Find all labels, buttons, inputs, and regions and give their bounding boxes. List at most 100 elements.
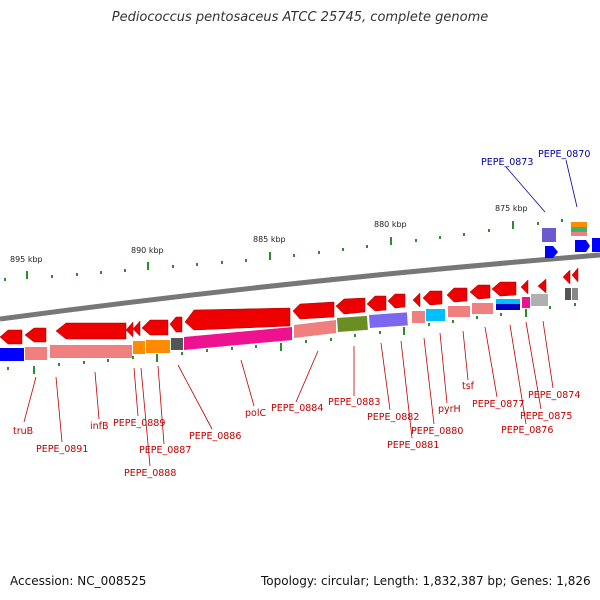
leader-line — [439, 332, 448, 404]
gene-arrow — [141, 319, 169, 336]
leader-line — [380, 342, 391, 411]
major-tick — [269, 252, 271, 260]
feature-block — [496, 304, 520, 310]
feature-block — [412, 311, 425, 323]
gene-label: polC — [245, 408, 266, 419]
feature-block — [472, 303, 493, 314]
feature-block — [571, 222, 587, 227]
gene-arrow — [184, 307, 291, 331]
gene-arrow — [292, 301, 335, 320]
gene-labels: truB PEPE_0891 infB PEPE_0889 PEPE_0887 … — [13, 149, 590, 479]
gene-arrow — [125, 321, 134, 338]
leader-line — [565, 159, 578, 208]
feature-block — [337, 315, 368, 332]
genome-summary-text: Topology: circular; Length: 1,832,387 bp… — [261, 574, 591, 588]
major-tick — [390, 237, 392, 245]
accession-text: Accession: NC_008525 — [10, 574, 147, 588]
feature-block — [565, 288, 571, 300]
feature-block — [531, 294, 548, 306]
gene-label: PEPE_0889 — [113, 418, 165, 429]
scale-label: 880 kbp — [374, 220, 407, 229]
feature-block — [448, 306, 470, 317]
gene-label: PEPE_0888 — [124, 468, 176, 479]
feature-block — [171, 338, 183, 350]
gene-arrow — [545, 246, 558, 258]
feature-block — [572, 288, 578, 300]
leader-line — [542, 320, 554, 389]
major-tick — [512, 221, 514, 229]
feature-block — [426, 309, 445, 321]
scale-label: 885 kbp — [253, 235, 286, 244]
gene-arrow — [575, 240, 590, 252]
feature-block — [50, 345, 132, 358]
feature-block — [522, 297, 530, 308]
gene-arrow — [366, 295, 387, 312]
gene-label: PEPE_0875 — [520, 411, 572, 422]
gene-arrow — [446, 287, 468, 303]
leader-line — [509, 324, 527, 425]
gene-arrow — [387, 293, 406, 309]
leader-line — [462, 330, 469, 381]
feature-block — [571, 232, 587, 236]
lower-markers — [7, 303, 576, 374]
leader-line — [157, 365, 165, 445]
forward-features — [542, 222, 600, 258]
feature-block — [496, 299, 520, 304]
gene-arrow — [412, 292, 421, 308]
scale-ticks: 895 kbp 890 kbp 885 kbp 880 kbp 875 kbp — [4, 204, 563, 281]
leader-line — [423, 337, 435, 425]
leader-line — [295, 350, 319, 403]
gene-arrow — [537, 278, 547, 294]
gene-arrow — [24, 327, 47, 343]
gene-arrow — [422, 290, 443, 306]
major-tick — [147, 262, 149, 270]
gene-arrow — [55, 322, 127, 340]
gene-label: pyrH — [438, 404, 461, 415]
map-title: Pediococcus pentosaceus ATCC 25745, comp… — [111, 10, 489, 25]
scale-label: 895 kbp — [10, 255, 43, 264]
feature-block — [146, 340, 170, 353]
gene-label: PEPE_0873 — [481, 157, 533, 168]
gene-label: PEPE_0881 — [387, 440, 439, 451]
leader-line — [240, 359, 255, 407]
feature-track — [0, 288, 578, 361]
leader-lines — [23, 320, 554, 467]
major-tick — [26, 271, 28, 279]
gene-arrow — [132, 320, 141, 337]
gene-label: PEPE_0877 — [472, 399, 524, 410]
gene-arrow — [335, 297, 366, 315]
leader-line — [177, 364, 213, 430]
gene-arrow — [491, 281, 517, 297]
gene-label: PEPE_0883 — [328, 397, 380, 408]
feature-block — [592, 238, 600, 252]
scale-label: 875 kbp — [495, 204, 528, 213]
scale-label: 890 kbp — [131, 246, 164, 255]
leader-line — [94, 371, 100, 420]
feature-block — [25, 347, 47, 360]
gene-arrow — [169, 316, 183, 333]
feature-block — [368, 312, 408, 328]
leader-line — [484, 326, 498, 398]
gene-arrow — [0, 329, 23, 345]
gene-label: tsf — [462, 381, 475, 392]
gene-label: infB — [90, 421, 109, 432]
gene-label: PEPE_0886 — [189, 431, 241, 442]
feature-block — [294, 320, 336, 338]
gene-label: PEPE_0870 — [538, 149, 590, 160]
leader-line — [505, 166, 546, 213]
gene-label: PEPE_0880 — [411, 426, 463, 437]
gene-arrow — [469, 284, 491, 300]
gene-arrows — [0, 267, 579, 345]
gene-label: PEPE_0882 — [367, 412, 419, 423]
gene-arrow — [571, 267, 579, 283]
feature-block — [0, 348, 24, 361]
gene-label: PEPE_0874 — [528, 390, 580, 401]
gene-label: PEPE_0876 — [501, 425, 553, 436]
gene-arrow — [562, 269, 571, 285]
gene-label: truB — [13, 426, 33, 437]
minor-ticks — [4, 219, 563, 281]
leader-line — [23, 376, 37, 423]
leader-line — [133, 367, 139, 417]
leader-line — [140, 367, 151, 467]
feature-block — [542, 228, 556, 242]
